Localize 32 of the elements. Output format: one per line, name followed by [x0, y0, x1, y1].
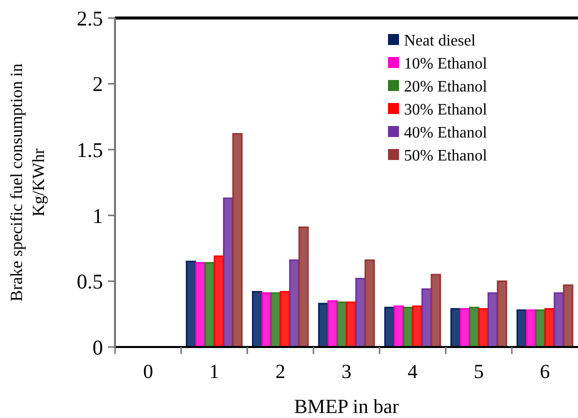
legend-label: 40% Ethanol	[404, 124, 488, 142]
legend-label: 10% Ethanol	[404, 56, 488, 73]
x-tick-label: 1	[209, 361, 220, 383]
bar	[430, 274, 442, 348]
legend-label: 20% Ethanol	[404, 78, 488, 96]
bar	[195, 262, 206, 348]
legend-label: 30% Ethanol	[404, 102, 488, 119]
x-tick-label: 3	[342, 361, 352, 383]
bar	[214, 255, 224, 348]
y-tick-label: 0	[92, 335, 103, 360]
bar	[298, 226, 309, 348]
y-axis-title: Brake specific fuel consumption in Kg/KWhr	[7, 63, 48, 302]
bar	[289, 259, 300, 348]
legend-label: 50% Ethanol	[404, 148, 488, 165]
x-axis-title: BMEP in bar	[294, 396, 400, 418]
x-tick-label: 4	[408, 361, 418, 383]
y-tick-label: 2	[92, 72, 103, 96]
bar	[364, 259, 375, 348]
y-tick-label: 1.5	[76, 138, 103, 162]
y-tick-label: 2.5	[76, 6, 103, 30]
x-tick-label: 2	[275, 361, 286, 383]
x-tick-label: 0	[143, 361, 154, 383]
x-tick-label: 5	[474, 361, 484, 383]
bar	[252, 290, 262, 348]
y-tick-label: 0.5	[76, 270, 103, 294]
x-tick-label: 6	[540, 361, 550, 383]
bar	[496, 280, 508, 348]
bar	[562, 284, 574, 348]
bar	[222, 198, 234, 348]
bar	[232, 133, 243, 348]
legend-label: Neat diesel	[404, 32, 476, 50]
y-tick-label: 1	[92, 204, 103, 228]
